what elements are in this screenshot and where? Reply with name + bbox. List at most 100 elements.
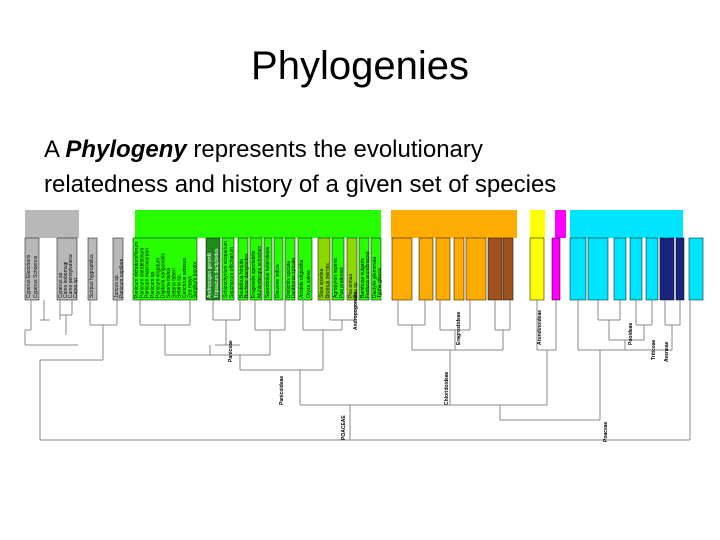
taxon-column-17: [370, 237, 382, 301]
taxon-label: Muhlenbergia schreberi: [257, 246, 263, 298]
clade-label: Paniceae: [228, 340, 234, 362]
taxon-label: Setaria italica: [166, 268, 172, 298]
taxon-label: Sorghum bicolor: [193, 261, 199, 298]
taxon-label: Panicum dichotomiflorum: [134, 242, 140, 298]
taxon-column-28: [587, 237, 609, 301]
taxon-column-34: [688, 237, 704, 301]
clade-label: Poaceae: [603, 421, 609, 442]
taxon-column-32: [659, 237, 675, 301]
taxon-label: Carex sp.: [73, 277, 79, 298]
taxon-column-6: [221, 237, 235, 301]
taxon-label: Setaria sp.: [177, 274, 183, 298]
taxon-label: Cyperus Eleocharis: [26, 254, 32, 298]
clade-label: POACEAE: [341, 415, 347, 440]
taxon-label: Digitaria sanguinalis: [161, 253, 167, 298]
taxon-column-26: [551, 237, 561, 301]
taxon-column-18: [391, 237, 413, 301]
taxon-column-29: [613, 237, 627, 301]
clade-label: Panicoideae: [279, 376, 285, 405]
taxon-label: Scirpus hygrophilus: [89, 254, 95, 298]
taxon-column-9: [263, 237, 273, 301]
taxon-label: Bambusa vulgaris: [360, 258, 366, 298]
taxon-column-7: [237, 237, 249, 301]
taxon-column-31: [645, 237, 659, 301]
clade-band-cyan: [570, 210, 683, 238]
taxon-label: Oryza sativa: [306, 270, 312, 298]
taxon-label: Cyperus sp.: [58, 271, 64, 298]
taxon-column-30: [629, 237, 643, 301]
taxon-label: Panicum clandestinum: [139, 248, 145, 298]
slide-title: Phylogenies: [251, 44, 469, 88]
clade-band-magenta: [555, 210, 566, 238]
body-text-line2: relatedness and history of a given set o…: [44, 171, 557, 198]
taxon-column-16: [358, 237, 370, 301]
body-text-article: A: [44, 136, 66, 163]
taxon-label: Juncus sp.: [114, 274, 120, 298]
taxon-column-21: [453, 237, 465, 301]
taxon-label: Distichlis spicata: [286, 261, 292, 298]
taxon-column-10: [273, 237, 284, 301]
taxon-column-27: [569, 237, 587, 301]
taxon-column-25: [529, 237, 545, 301]
clade-label: Triticeae: [651, 339, 657, 360]
clade-label: Arundinoideae: [537, 310, 543, 345]
taxon-column-22: [465, 237, 487, 301]
taxon-column-20: [435, 237, 451, 301]
taxon-label: Aristida oligantha: [299, 259, 305, 298]
taxon-column-14: [331, 237, 345, 301]
clade-label: Eragrostideae: [456, 311, 462, 345]
taxon-label: Bromus inermis: [325, 263, 331, 298]
taxon-label: Cyperus Schoenus: [33, 255, 39, 298]
taxon-column-0: [24, 237, 40, 301]
taxon-label: Carex pensylvanica: [68, 254, 74, 298]
taxon-column-1: [56, 237, 78, 301]
taxon-column-33: [675, 237, 685, 301]
body-text-line1-rest: represents the evolutionary: [186, 136, 483, 163]
taxon-column-2: [87, 237, 98, 301]
taxon-label: Panicum macrocarpon: [145, 248, 151, 298]
taxon-column-13: [317, 237, 331, 301]
taxon-label: Bouteloua hirsuta: [239, 259, 245, 298]
taxon-label: Eleusine indica: [275, 264, 281, 298]
slide-body-text: A Phylogeny represents the evolutionary …: [44, 132, 684, 202]
taxon-column-4: [132, 237, 198, 301]
taxon-column-12: [297, 237, 313, 301]
taxon-label: Danthonia spicata: [291, 258, 297, 298]
taxon-label: Sporobolus heterolepis: [265, 246, 271, 298]
clade-band-green: [135, 210, 381, 238]
taxon-label: Panicum capillare: [119, 258, 125, 298]
taxon-label: Tripsacum dactyloides: [214, 248, 220, 298]
taxon-label: Stipa spartea: [319, 268, 325, 298]
body-text-term: Phylogeny: [65, 136, 187, 163]
taxon-column-24: [502, 237, 514, 301]
taxon-column-8: [249, 237, 263, 301]
taxon-label: Andropogon gerardii: [207, 253, 213, 298]
taxon-label: Panicum sp.: [150, 270, 156, 298]
taxon-label: Festuca arundinacea: [365, 251, 371, 298]
taxon-column-15: [346, 237, 358, 301]
taxon-label: Eragrostis spectabilis: [251, 250, 257, 298]
taxon-label: Panicum virgatum: [155, 258, 161, 298]
clade-band-gray: [25, 210, 79, 238]
taxon-label: Saccharum officinarum: [229, 247, 235, 298]
taxon-column-11: [284, 237, 296, 301]
taxon-label: Typha glauca: [377, 268, 383, 298]
taxon-column-19: [418, 237, 434, 301]
taxon-label: Dactylis glomerata: [372, 257, 378, 298]
taxon-label: Poa sp.: [353, 281, 359, 298]
clade-label: Andropogoneae: [353, 291, 359, 330]
taxon-column-23: [487, 237, 503, 301]
clade-band-orange: [391, 210, 517, 238]
clade-label: Aveneae: [664, 341, 670, 362]
taxon-column-3: [112, 237, 124, 301]
taxon-label: Poa annua: [348, 274, 354, 298]
taxon-label: Agropyron repens: [333, 258, 339, 298]
clade-band-yellow: [530, 210, 545, 238]
clade-label: Chloridoideae: [444, 371, 450, 405]
taxon-label: Carex kobomugi: [63, 262, 69, 298]
taxon-label: Cenchrus setosus: [182, 257, 188, 298]
taxon-label: Poa pratensis: [339, 267, 345, 298]
clade-label: Pooideae: [628, 323, 634, 345]
taxon-label: Schizachyrium scoparium: [223, 241, 229, 298]
